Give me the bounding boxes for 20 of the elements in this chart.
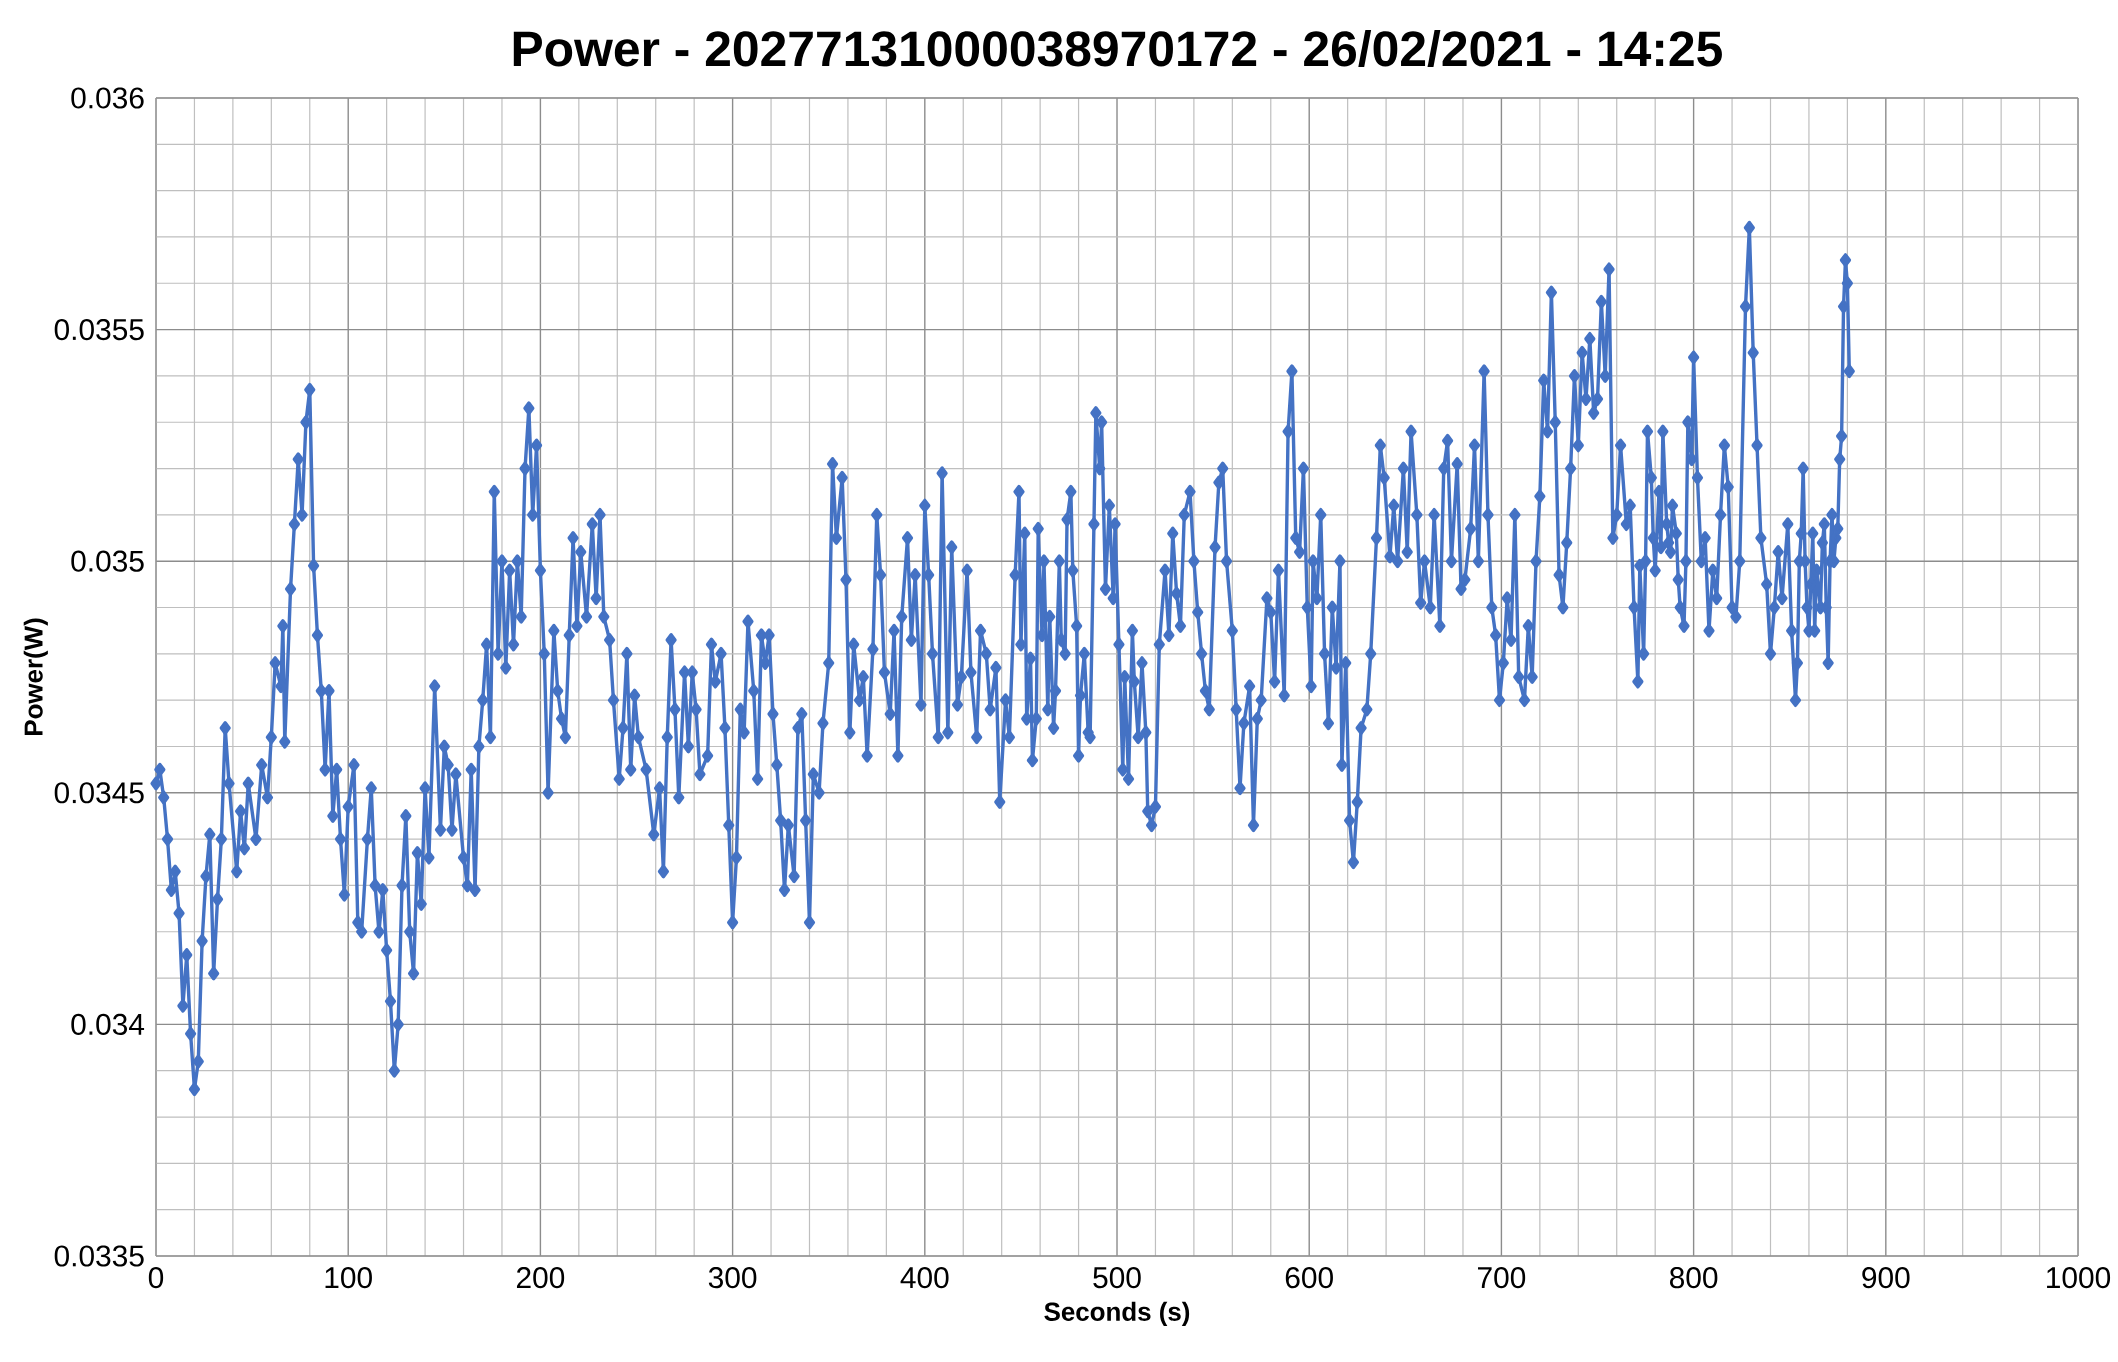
chart-title: Power - 20277131000038970172 - 26/02/2021 - 14:25 [513, 29, 1722, 67]
y-tick-label: 0.0355 [54, 319, 144, 341]
x-tick-label: 300 [708, 1267, 757, 1289]
y-tick-label: 0.0335 [54, 1245, 144, 1267]
x-tick-label: 1000 [2047, 1267, 2111, 1289]
y-axis-title: Power(W) [23, 618, 48, 735]
x-tick-label: 0 [148, 1267, 164, 1289]
x-tick-label: 200 [516, 1267, 565, 1289]
y-tick-label: 0.036 [71, 87, 144, 109]
y-tick-label: 0.0345 [54, 782, 144, 804]
y-tick-label: 0.035 [71, 550, 144, 572]
x-tick-label: 400 [900, 1267, 949, 1289]
y-tick-label: 0.034 [71, 1013, 145, 1035]
x-tick-label: 500 [1093, 1267, 1141, 1289]
x-tick-label: 600 [1285, 1267, 1333, 1289]
x-axis-title: Seconds (s) [1044, 1301, 1190, 1327]
x-tick-label: 700 [1478, 1267, 1526, 1289]
x-tick-label: 900 [1862, 1267, 1910, 1289]
x-tick-label: 100 [325, 1267, 372, 1289]
x-tick-label: 800 [1670, 1267, 1718, 1289]
